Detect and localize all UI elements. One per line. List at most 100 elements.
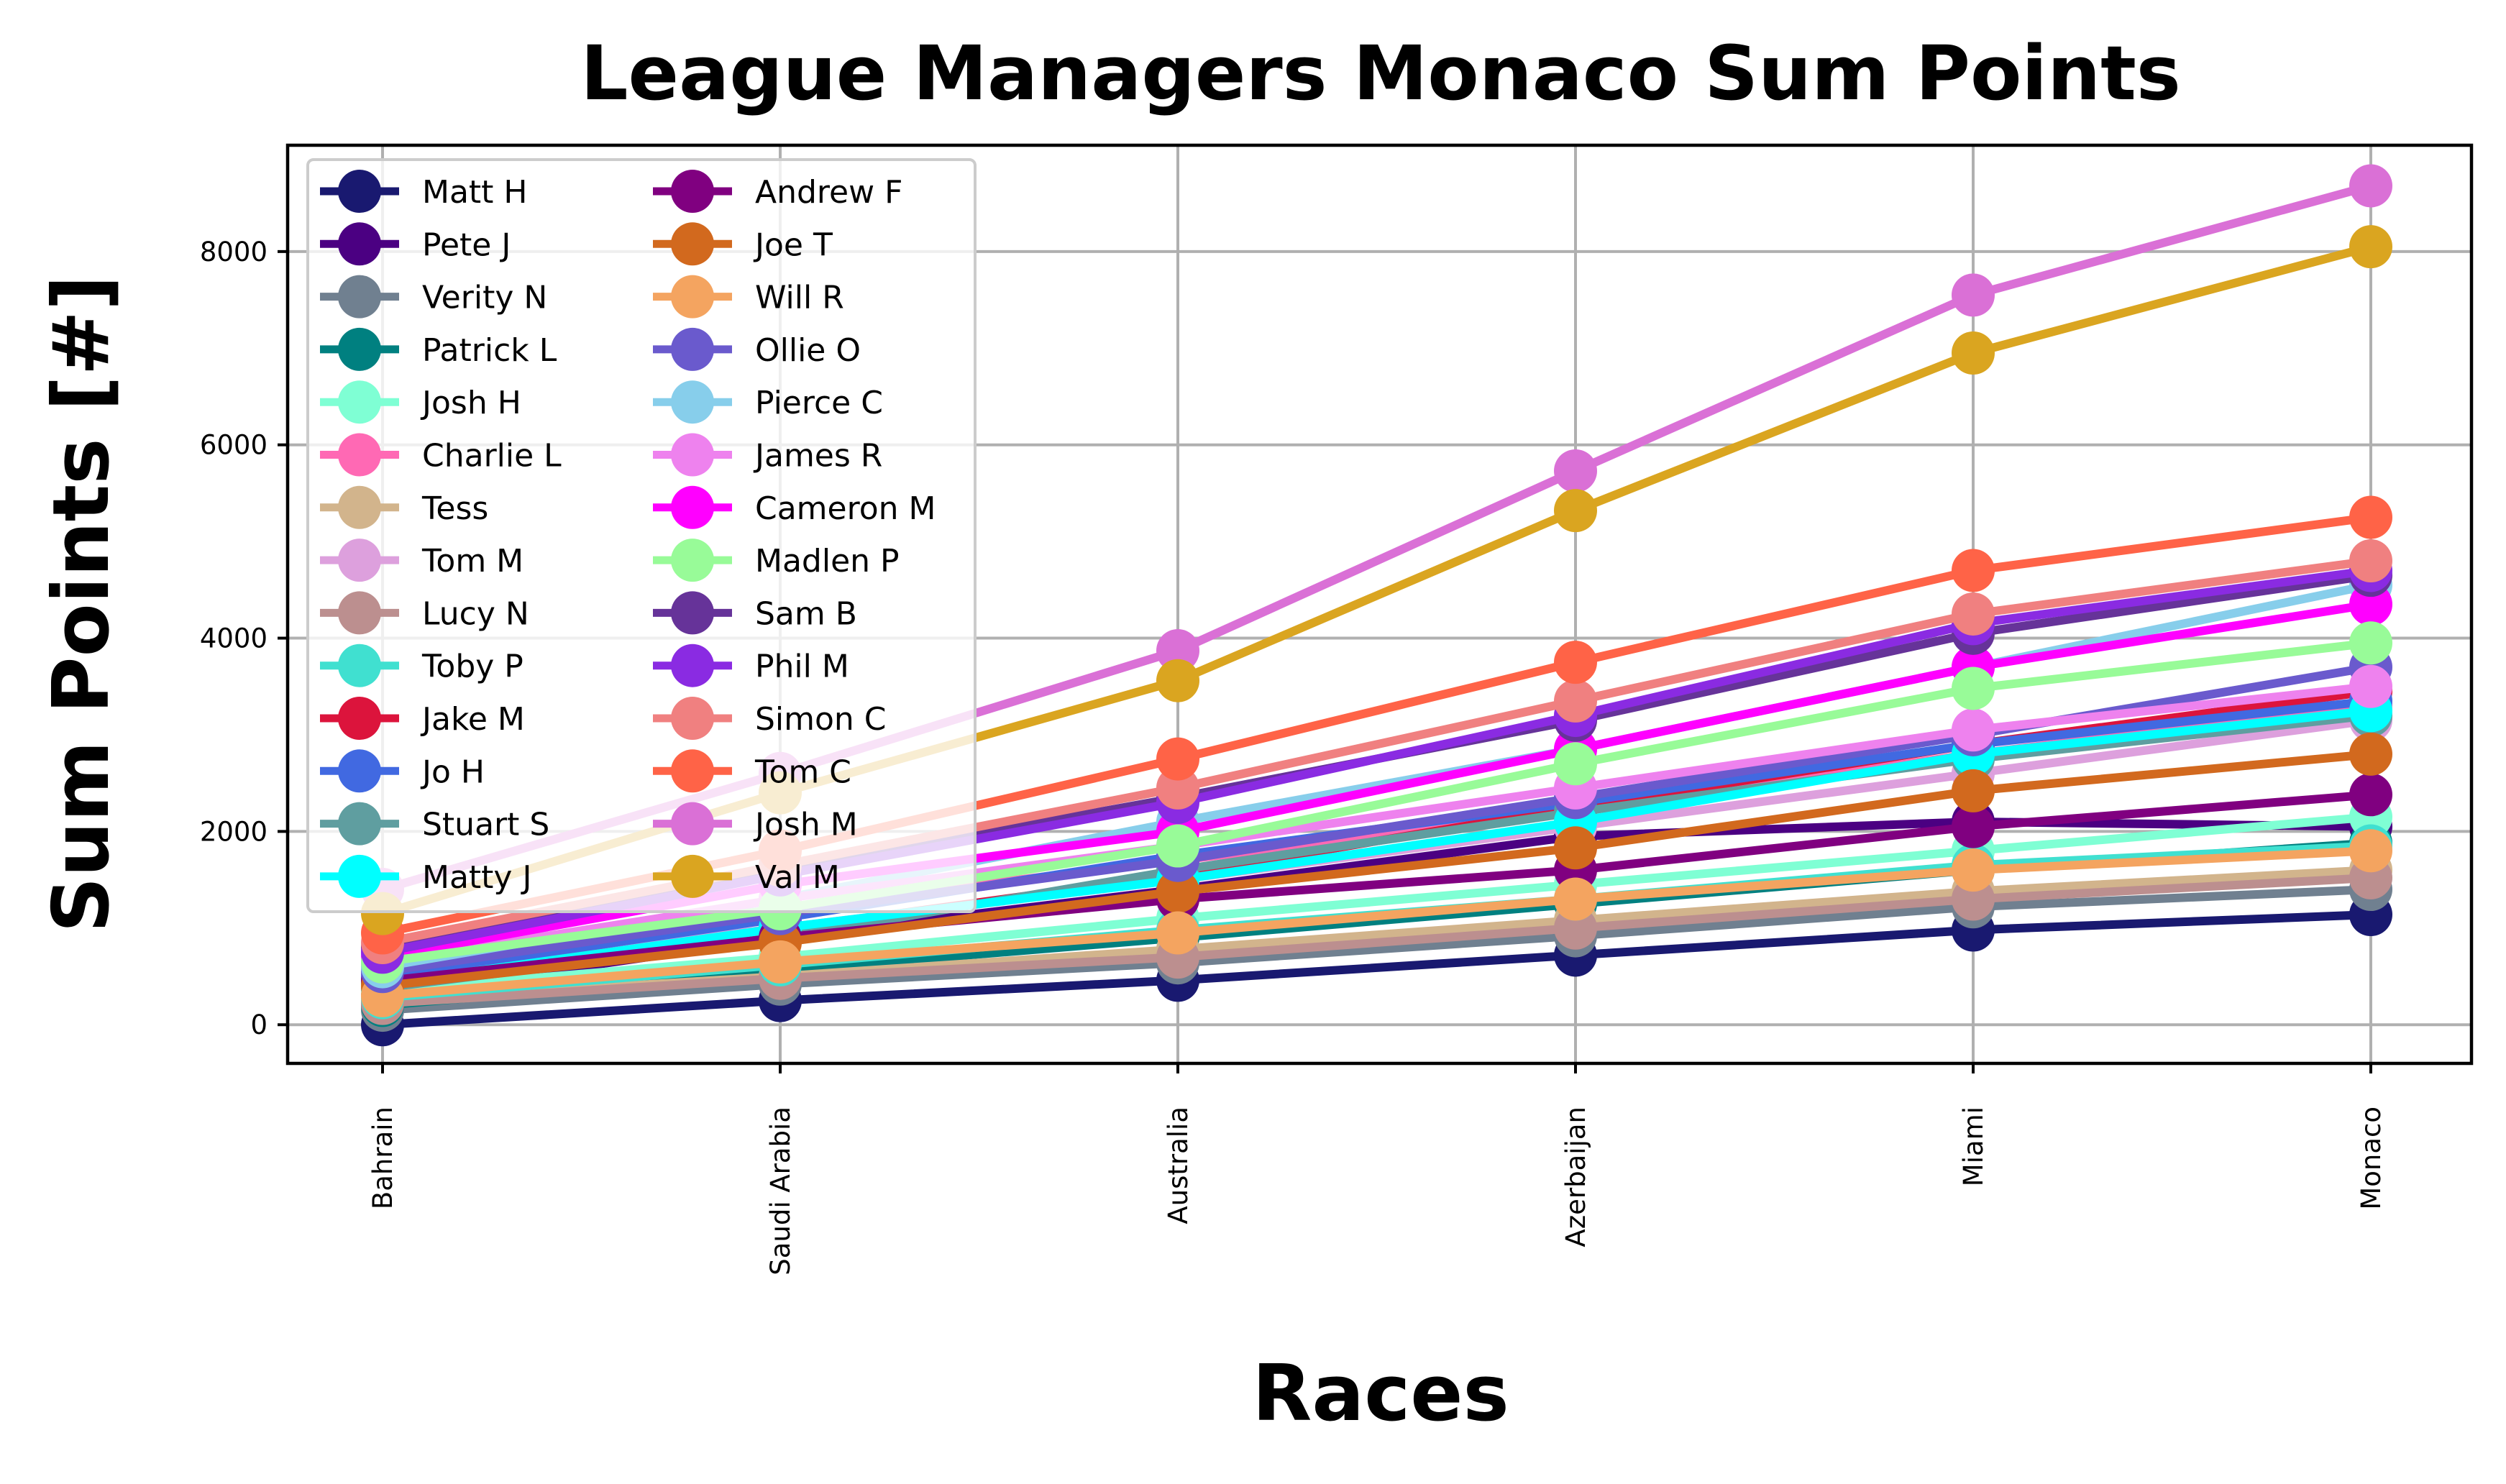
data-point: [1156, 869, 1199, 913]
data-point: [2349, 621, 2392, 665]
legend-label: Matt H: [422, 174, 528, 211]
legend-label: Will R: [755, 280, 844, 316]
legend-label: Jake M: [420, 701, 525, 738]
data-point: [1952, 708, 1995, 752]
legend-item: James R: [653, 433, 882, 477]
legend-swatch-marker: [338, 749, 381, 793]
legend-label: Josh M: [753, 807, 858, 843]
data-point: [2349, 495, 2392, 539]
data-point: [1554, 641, 1597, 684]
series-line: [382, 846, 2372, 1000]
legend-swatch-marker: [671, 539, 714, 582]
legend-swatch-marker: [671, 275, 714, 319]
legend-swatch-marker: [671, 170, 714, 213]
x-axis-label: Races: [1252, 1349, 1509, 1439]
legend-item: Matty J: [320, 854, 531, 898]
legend-label: Pete J: [422, 226, 511, 263]
series-line: [382, 910, 2372, 1030]
legend-swatch-marker: [671, 485, 714, 529]
data-point: [1156, 911, 1199, 955]
legend-item: Jo H: [320, 749, 485, 793]
legend-label: Verity N: [422, 280, 547, 316]
data-point: [1554, 679, 1597, 723]
legend-label: Toby P: [421, 649, 523, 685]
legend-item: Verity N: [320, 275, 547, 319]
legend-item: Josh M: [653, 802, 858, 846]
x-tick-label: Saudi Arabia: [765, 1107, 796, 1275]
series-line: [382, 790, 2372, 986]
x-tick-label: Australia: [1163, 1107, 1194, 1224]
data-point: [2349, 773, 2392, 817]
legend-item: Joe T: [653, 222, 833, 266]
legend-label: Matty J: [422, 859, 531, 896]
ticks-layer: Bahrain Saudi Arabia Australia Azerbaijan Mi…: [200, 237, 2387, 1275]
series-line: [382, 706, 2372, 989]
legend-label: Stuart S: [422, 807, 549, 843]
y-tick-label: 4000: [200, 623, 267, 654]
legend-swatch-marker: [671, 854, 714, 898]
legend-swatch-marker: [671, 697, 714, 740]
legend-label: Ollie O: [755, 332, 861, 369]
legend-item: Stuart S: [320, 802, 549, 846]
legend-swatch-marker: [338, 327, 381, 371]
legend-item: Phil M: [653, 643, 849, 687]
legend-label: Tess: [421, 490, 488, 527]
legend-label: Sam B: [755, 595, 857, 632]
legend-swatch-marker: [338, 591, 381, 635]
series-line: [382, 749, 2372, 991]
legend-item: Tom C: [653, 749, 851, 793]
data-point: [1952, 331, 1995, 375]
data-point: [1554, 449, 1597, 493]
data-point: [1952, 667, 1995, 710]
legend-label: Phil M: [755, 649, 849, 685]
legend-item: Simon C: [653, 697, 887, 740]
legend-item: Josh H: [320, 380, 521, 424]
legend-swatch-marker: [671, 327, 714, 371]
legend-label: Josh H: [420, 385, 521, 421]
legend-label: Cameron M: [755, 490, 936, 527]
legend-swatch-marker: [338, 170, 381, 213]
x-tick-label: Bahrain: [367, 1107, 398, 1209]
series-will-r: [361, 829, 2392, 1017]
legend-swatch-marker: [338, 380, 381, 424]
x-tick-label: Azerbaijan: [1560, 1107, 1591, 1247]
y-tick-label: 0: [250, 1009, 267, 1040]
data-point: [1554, 826, 1597, 870]
legend-item: Cameron M: [653, 485, 936, 529]
legend-label: Simon C: [755, 701, 887, 738]
data-point: [1554, 489, 1597, 533]
legend-item: Andrew F: [653, 170, 902, 213]
legend-item: Patrick L: [320, 327, 557, 371]
legend-item: Matt H: [320, 170, 528, 213]
legend-item: Madlen P: [653, 539, 900, 582]
legend-frame: [306, 158, 977, 913]
legend-item: Toby P: [320, 643, 523, 687]
data-point: [2349, 164, 2392, 208]
data-point: [2349, 664, 2392, 708]
data-point: [1156, 737, 1199, 781]
series-line: [382, 873, 2372, 1008]
legend-swatch-marker: [671, 380, 714, 424]
data-point: [1952, 592, 1995, 636]
data-point: [1554, 877, 1597, 921]
data-point: [1156, 629, 1199, 673]
legend-item: Pete J: [320, 222, 511, 266]
legend-item: Jake M: [320, 697, 525, 740]
legend-label: Charlie L: [422, 438, 562, 475]
data-point: [1952, 848, 1995, 892]
data-point: [2349, 829, 2392, 873]
legend-item: Pierce C: [653, 380, 883, 424]
data-point: [1554, 742, 1597, 786]
legend-item: Charlie L: [320, 433, 562, 477]
y-tick-label: 6000: [200, 430, 267, 461]
legend-swatch-marker: [338, 433, 381, 477]
legend-label: Tom C: [754, 754, 851, 790]
legend-label: Andrew F: [755, 174, 902, 211]
legend-label: Val M: [755, 859, 840, 896]
legend-label: Patrick L: [422, 332, 557, 369]
data-point: [1952, 549, 1995, 592]
legend-swatch-marker: [338, 643, 381, 687]
legend-label: Lucy N: [422, 595, 529, 632]
legend-swatch-marker: [671, 433, 714, 477]
legend-swatch-marker: [338, 802, 381, 846]
